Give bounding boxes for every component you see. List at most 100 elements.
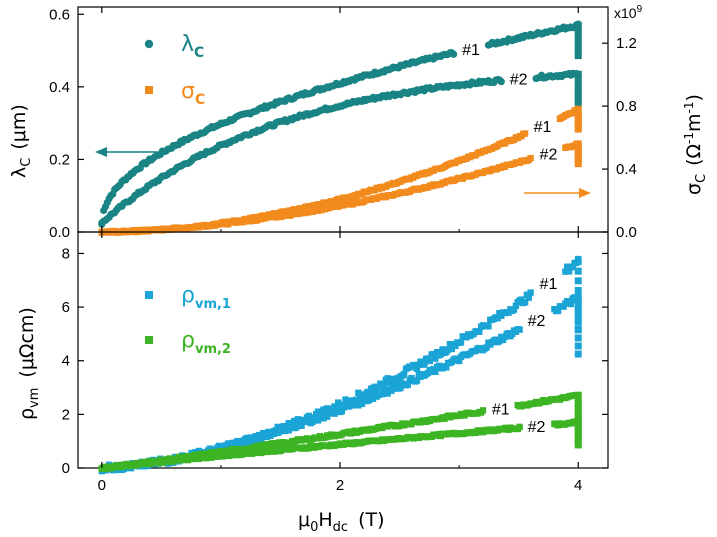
data-point <box>444 346 452 353</box>
curve-label: #2 <box>528 313 546 330</box>
bottom-data-layer: #1 #2 #1 #2 <box>98 255 582 475</box>
legend-marker-sigma <box>145 86 153 94</box>
data-point-end <box>574 310 582 318</box>
legend-label-lambda: λC <box>181 32 204 61</box>
data-point <box>521 130 529 137</box>
data-point <box>294 416 302 423</box>
data-point <box>455 357 463 365</box>
data-point <box>497 78 505 86</box>
data-point-end <box>574 21 582 29</box>
data-point <box>443 364 450 371</box>
data-point <box>285 427 292 434</box>
y-tick-label: 2 <box>62 406 70 423</box>
data-point-end <box>574 39 582 47</box>
data-point <box>448 345 455 353</box>
data-point-end <box>574 334 582 342</box>
data-point <box>263 432 270 439</box>
x-tick-label: 4 <box>574 477 582 494</box>
data-point-end <box>574 404 582 412</box>
data-point <box>384 375 391 382</box>
data-point <box>430 350 437 358</box>
data-point <box>509 330 516 338</box>
data-point <box>397 384 404 392</box>
data-point-end <box>574 30 582 38</box>
data-point <box>411 362 419 369</box>
data-point <box>518 296 525 303</box>
x-axis-label: μ0Hdc (T) <box>298 509 385 535</box>
top-panel: #1 #2 #1 #2 0.0 0.2 0.4 0.6 0.0 0.4 0.8 1.2 x109 λ… <box>8 4 709 241</box>
data-point-end <box>574 96 582 104</box>
data-point <box>426 357 434 365</box>
bottom-y-axis-label: ρvm(μΩcm) <box>16 307 42 420</box>
y-tick-label: 0.6 <box>49 6 70 23</box>
y-tick-label: 4 <box>62 353 70 370</box>
data-point-end <box>574 43 582 51</box>
data-point <box>525 294 532 301</box>
data-point-end <box>574 294 582 302</box>
data-point <box>356 396 364 403</box>
y2-tick-label: 1.2 <box>616 35 637 52</box>
y-tick-label: 0.0 <box>49 224 70 241</box>
right-axis-arrow <box>524 188 591 198</box>
data-point <box>554 307 562 314</box>
legend-marker-rho-vm2 <box>145 336 153 344</box>
data-point <box>569 263 576 270</box>
data-point <box>510 306 518 313</box>
data-point <box>485 323 492 330</box>
data-point <box>494 315 501 322</box>
data-point-end <box>574 306 582 314</box>
data-point <box>452 342 459 350</box>
data-point <box>393 381 401 388</box>
data-point <box>527 154 534 162</box>
data-point-end <box>574 52 582 60</box>
data-point <box>483 344 490 351</box>
y-tick-label: 6 <box>62 299 70 316</box>
data-point-end <box>574 83 582 91</box>
data-point-end <box>574 412 582 420</box>
data-point <box>334 399 342 406</box>
data-point-end <box>574 267 582 275</box>
data-point <box>450 50 458 58</box>
top-axis-ticks: 0.0 0.2 0.4 0.6 0.0 0.4 0.8 1.2 <box>49 6 637 241</box>
data-point <box>256 432 263 439</box>
curve-label: #1 <box>534 119 552 136</box>
data-point-end <box>574 47 582 55</box>
data-point <box>355 402 362 409</box>
data-point <box>512 302 520 309</box>
top-legend: λC σC <box>144 32 205 108</box>
top-data-layer: #1 #2 #1 #2 <box>98 20 582 236</box>
data-point <box>267 432 274 440</box>
y2-tick-label: 0.8 <box>616 98 637 115</box>
top-y-axis-label: λC(μm) <box>8 104 34 178</box>
series--c-1: #1 <box>98 20 582 227</box>
data-point <box>521 298 529 306</box>
data-point <box>358 400 366 408</box>
data-point-end <box>574 26 582 33</box>
data-point-end <box>574 326 582 334</box>
data-point <box>432 355 439 362</box>
data-point <box>567 300 575 308</box>
bottom-legend: ρvm,1 ρvm,2 <box>145 283 231 357</box>
curve-label: #2 <box>510 72 528 89</box>
data-point <box>314 417 322 424</box>
data-point <box>388 387 395 394</box>
data-point-end <box>574 318 582 326</box>
top-y2-axis-label: σC(Ω-1m-1) <box>682 94 709 195</box>
data-point <box>391 385 399 392</box>
legend-label-rho-vm2: ρvm,2 <box>181 328 231 357</box>
series--c-2: #2 <box>98 69 582 228</box>
data-point-end <box>574 160 582 168</box>
curve-label: #1 <box>540 276 558 293</box>
data-point-end <box>574 125 582 133</box>
data-point-end <box>574 302 582 310</box>
data-point-end <box>574 101 582 109</box>
y-tick-label: 8 <box>62 245 70 262</box>
y-tick-label: 0.2 <box>49 151 70 168</box>
data-point <box>338 407 346 415</box>
data-point <box>369 395 377 402</box>
data-point-end <box>574 342 582 350</box>
data-point <box>404 381 412 388</box>
data-point <box>320 415 327 422</box>
data-point <box>516 423 523 431</box>
data-point-end <box>574 392 582 400</box>
